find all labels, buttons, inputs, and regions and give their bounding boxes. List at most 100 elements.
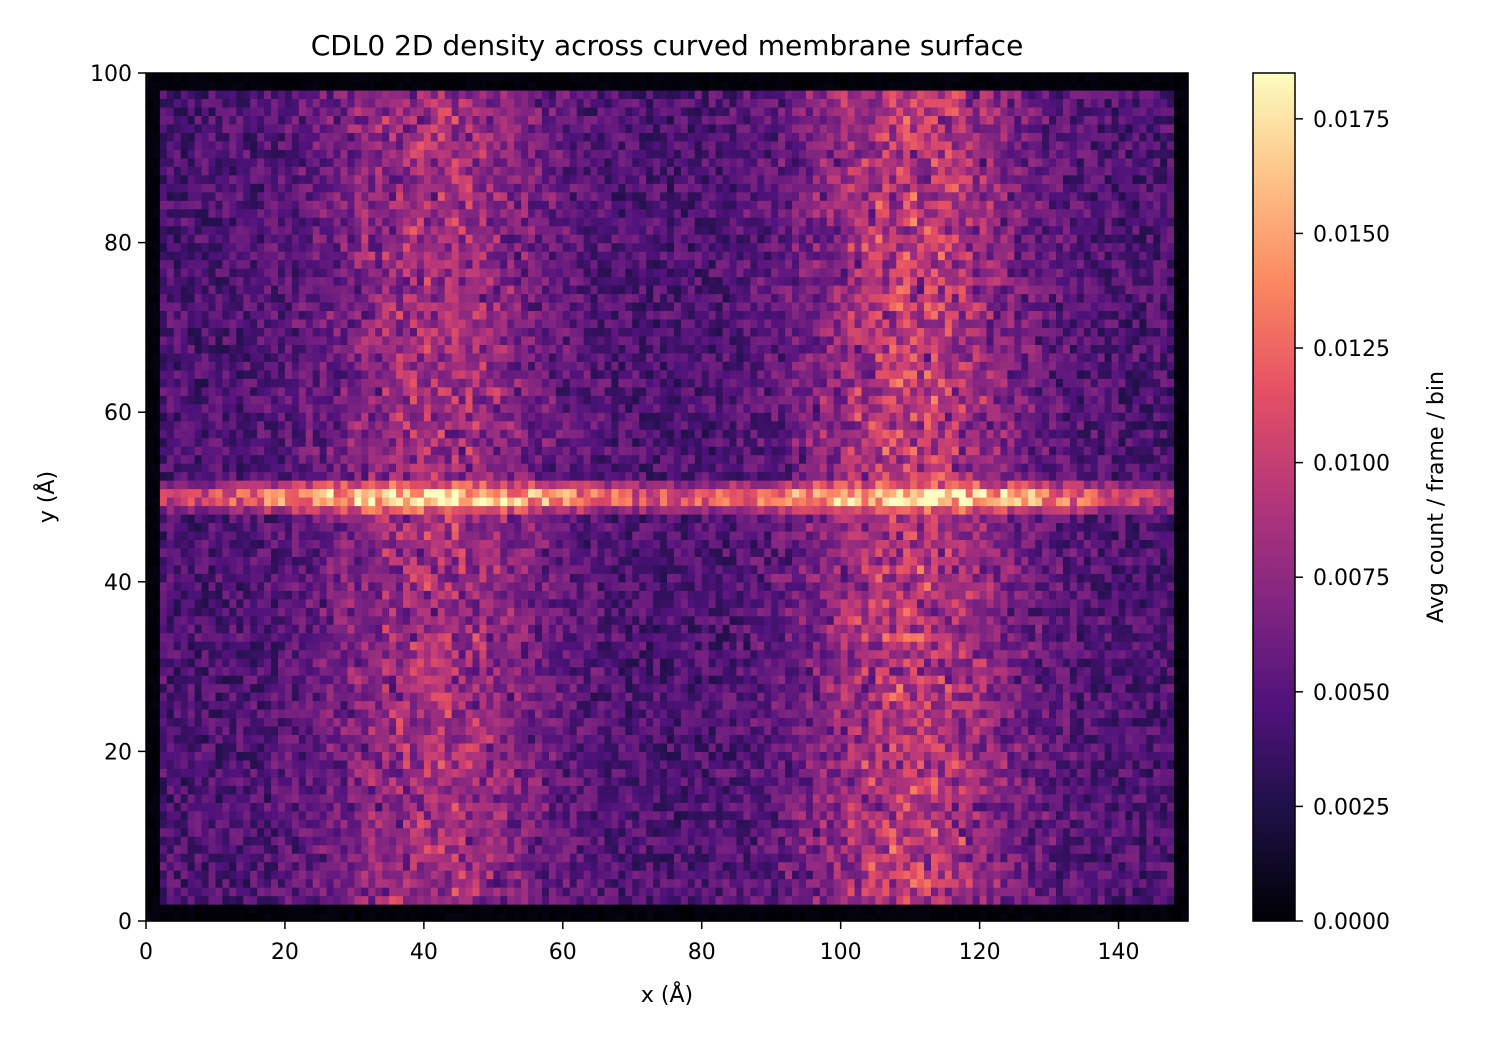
heatmap-cell bbox=[764, 725, 772, 736]
heatmap-cell bbox=[528, 658, 536, 668]
heatmap-cell bbox=[1097, 887, 1106, 897]
heatmap-cell bbox=[993, 895, 1002, 905]
heatmap-cell bbox=[396, 683, 404, 693]
heatmap-cell bbox=[368, 844, 376, 854]
heatmap-cell bbox=[208, 751, 217, 761]
heatmap-cell bbox=[896, 751, 904, 761]
heatmap-cell bbox=[472, 870, 481, 880]
heatmap-cell bbox=[396, 802, 404, 812]
heatmap-cell bbox=[277, 632, 286, 642]
heatmap-cell bbox=[757, 734, 765, 744]
heatmap-cell bbox=[847, 912, 856, 922]
heatmap-cell bbox=[569, 641, 578, 651]
heatmap-cell bbox=[569, 768, 578, 778]
heatmap-cell bbox=[319, 870, 328, 880]
heatmap-cell bbox=[1181, 734, 1189, 744]
heatmap-cell bbox=[812, 836, 821, 846]
heatmap-cell bbox=[743, 725, 751, 736]
heatmap-cell bbox=[1062, 683, 1071, 693]
heatmap-cell bbox=[152, 675, 161, 685]
heatmap-cell bbox=[389, 776, 397, 786]
heatmap-cell bbox=[562, 725, 571, 736]
heatmap-cell bbox=[861, 742, 870, 752]
heatmap-cell bbox=[208, 742, 217, 752]
heatmap-cell bbox=[368, 861, 376, 871]
heatmap-cell bbox=[1083, 709, 1092, 719]
heatmap-cell bbox=[805, 836, 814, 846]
heatmap-cell bbox=[298, 768, 307, 778]
heatmap-cell bbox=[757, 649, 765, 659]
heatmap-cell bbox=[1111, 709, 1120, 719]
heatmap-cell bbox=[1104, 878, 1113, 888]
heatmap-cell bbox=[625, 810, 633, 820]
heatmap-cell bbox=[736, 734, 745, 744]
heatmap-cell bbox=[1125, 878, 1134, 888]
heatmap-cell bbox=[312, 700, 321, 710]
heatmap-cell bbox=[486, 742, 494, 752]
heatmap-cell bbox=[604, 785, 613, 795]
heatmap-cell bbox=[646, 785, 654, 795]
heatmap-cell bbox=[354, 844, 362, 854]
heatmap-cell bbox=[958, 844, 967, 854]
heatmap-cell bbox=[514, 827, 522, 837]
heatmap-cell bbox=[416, 844, 425, 854]
heatmap-cell bbox=[1174, 904, 1182, 914]
heatmap-cell bbox=[1097, 861, 1106, 871]
heatmap-cell bbox=[604, 641, 613, 651]
heatmap-cell bbox=[778, 649, 786, 659]
heatmap-cell bbox=[437, 675, 446, 685]
heatmap-cell bbox=[229, 700, 237, 710]
heatmap-cell bbox=[159, 759, 168, 769]
heatmap-cell bbox=[590, 717, 599, 727]
heatmap-cell bbox=[680, 912, 689, 922]
heatmap-cell bbox=[486, 912, 494, 922]
heatmap-cell bbox=[396, 675, 404, 685]
heatmap-cell bbox=[465, 912, 474, 922]
heatmap-cell bbox=[298, 793, 307, 803]
heatmap-cell bbox=[1014, 776, 1022, 786]
heatmap-cell bbox=[146, 827, 154, 837]
heatmap-cell bbox=[736, 887, 745, 897]
heatmap-cell bbox=[708, 878, 717, 888]
heatmap-cell bbox=[389, 675, 397, 685]
heatmap-cell bbox=[930, 641, 939, 651]
heatmap-cell bbox=[1104, 734, 1113, 744]
heatmap-cell bbox=[819, 692, 828, 702]
heatmap-cell bbox=[1062, 751, 1071, 761]
heatmap-cell bbox=[180, 759, 189, 769]
heatmap-cell bbox=[298, 692, 307, 702]
heatmap-cell bbox=[243, 709, 251, 719]
heatmap-cell bbox=[1132, 692, 1140, 702]
heatmap-cell bbox=[236, 904, 244, 914]
heatmap-cell bbox=[951, 853, 960, 863]
heatmap-cell bbox=[152, 717, 161, 727]
heatmap-cell bbox=[201, 853, 210, 863]
heatmap-cell bbox=[340, 895, 349, 905]
heatmap-cell bbox=[618, 709, 626, 719]
heatmap-cell bbox=[708, 861, 717, 871]
heatmap-cell bbox=[687, 776, 696, 786]
heatmap-cell bbox=[201, 658, 210, 668]
heatmap-cell bbox=[785, 759, 793, 769]
heatmap-cell bbox=[965, 819, 974, 829]
heatmap-cell bbox=[1139, 895, 1147, 905]
heatmap-cell bbox=[1111, 717, 1120, 727]
heatmap-cell bbox=[792, 802, 800, 812]
heatmap-cell bbox=[146, 861, 154, 871]
heatmap-cell bbox=[750, 785, 758, 795]
heatmap-cell bbox=[250, 742, 258, 752]
heatmap-cell bbox=[1014, 802, 1022, 812]
heatmap-cell bbox=[819, 683, 828, 693]
heatmap-cell bbox=[507, 717, 515, 727]
heatmap-cell bbox=[1139, 768, 1147, 778]
heatmap-cell bbox=[1014, 649, 1022, 659]
heatmap-cell bbox=[896, 709, 904, 719]
heatmap-cell bbox=[215, 666, 224, 676]
heatmap-cell bbox=[667, 675, 675, 685]
heatmap-cell bbox=[1021, 819, 1029, 829]
heatmap-cell bbox=[354, 751, 362, 761]
heatmap-cell bbox=[1035, 666, 1043, 676]
heatmap-cell bbox=[243, 887, 251, 897]
heatmap-cell bbox=[1146, 793, 1154, 803]
heatmap-cell bbox=[680, 895, 689, 905]
